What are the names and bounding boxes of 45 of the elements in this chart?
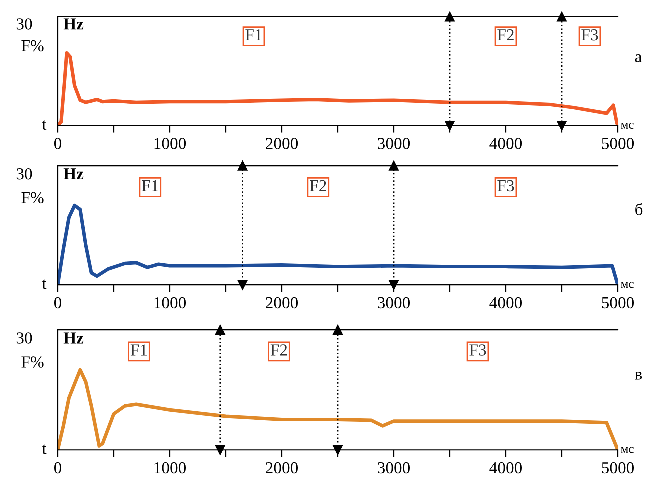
text: F1: [130, 344, 147, 356]
text: F3: [582, 30, 598, 41]
text: F3: [498, 180, 514, 192]
y-axis-title: F%: [22, 356, 44, 368]
text: 30: [16, 18, 32, 30]
text: F2: [310, 180, 326, 192]
x-tick-label: 1000: [154, 297, 186, 309]
x-tick-label: 1000: [154, 462, 186, 474]
text: Hz: [64, 332, 84, 344]
text: t: [42, 120, 47, 130]
x-tick-label: 0: [54, 138, 62, 150]
x-tick-label: 1000: [154, 138, 186, 150]
x-tick-label: 0: [54, 297, 62, 309]
text: в: [635, 372, 642, 380]
x-tick-label: 5000: [602, 138, 634, 150]
text: 30: [16, 168, 32, 180]
text: F3: [470, 344, 486, 356]
text: F1: [142, 180, 158, 192]
x-tick-label: 2000: [266, 462, 298, 474]
text: F2: [270, 344, 288, 356]
y-axis-title: F%: [22, 192, 44, 204]
x-tick-label: 3000: [378, 297, 410, 309]
text: Hz: [64, 168, 84, 180]
x-tick-label: 4000: [490, 297, 522, 309]
text: Hz: [64, 18, 84, 30]
x-tick-label: 4000: [490, 138, 522, 150]
y-axis-title: F%: [22, 40, 44, 52]
x-tick-label: 4000: [490, 462, 522, 474]
text: б: [636, 203, 643, 216]
x-axis-title: мс: [621, 447, 634, 454]
x-tick-label: 3000: [378, 138, 410, 150]
x-tick-label: 0: [54, 462, 62, 474]
x-tick-label: 5000: [602, 297, 634, 309]
text: а: [635, 54, 642, 62]
x-axis-title: мс: [621, 122, 634, 129]
text: 30: [16, 332, 32, 344]
x-tick-label: 2000: [266, 138, 298, 150]
x-tick-label: 3000: [378, 462, 410, 474]
text: F1: [246, 30, 262, 41]
x-axis-title: мс: [621, 282, 634, 288]
x-tick-label: 2000: [266, 297, 298, 309]
text: t: [42, 444, 47, 454]
text: F2: [498, 30, 514, 41]
text: t: [42, 280, 47, 290]
x-tick-label: 5000: [602, 462, 634, 474]
